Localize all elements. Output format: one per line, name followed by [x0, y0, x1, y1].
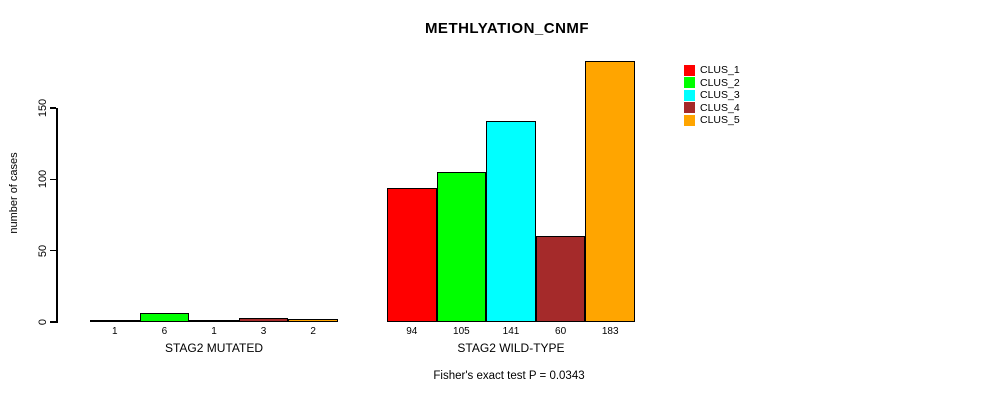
legend-swatch — [684, 114, 695, 126]
y-tick — [50, 178, 56, 181]
group-label: STAG2 WILD-TYPE — [457, 341, 565, 355]
bar-clus_1 — [387, 187, 437, 322]
bar-value-label: 2 — [310, 326, 316, 337]
y-tick — [50, 107, 56, 109]
legend: CLUS_1 CLUS_2 CLUS_3 CLUS_4 CLUS_5 — [684, 64, 740, 127]
y-tick-label: 0 — [37, 318, 49, 326]
bar-clus_3 — [189, 320, 239, 322]
legend-label: CLUS_3 — [700, 89, 740, 101]
y-tick-label: 50 — [37, 244, 49, 257]
legend-item-clus_1: CLUS_1 — [684, 64, 740, 77]
legend-label: CLUS_1 — [700, 64, 740, 76]
y-axis-label: number of cases — [8, 152, 20, 234]
legend-swatch — [684, 64, 695, 76]
bar-value-label: 141 — [502, 326, 520, 337]
legend-item-clus_2: CLUS_2 — [684, 77, 740, 90]
legend-label: CLUS_5 — [700, 114, 740, 126]
bar-clus_2 — [139, 313, 190, 322]
bar-clus_4 — [535, 236, 586, 322]
legend-swatch — [684, 89, 695, 101]
bar-clus_5 — [288, 319, 338, 322]
bar-value-label: 94 — [406, 326, 418, 337]
bar-value-label: 183 — [601, 326, 619, 337]
bar-value-row: 94 105 141 60 183 — [387, 326, 635, 337]
legend-label: CLUS_2 — [700, 76, 740, 89]
legend-item-clus_3: CLUS_3 — [684, 89, 740, 102]
legend-item-clus_5: CLUS_5 — [684, 114, 740, 127]
chart-title: METHLYATION_CNMF — [424, 20, 590, 37]
bar-value-label: 60 — [555, 326, 567, 337]
bar-value-row: 1 6 1 3 2 — [90, 326, 338, 337]
legend-swatch — [684, 77, 695, 89]
legend-swatch — [684, 102, 695, 114]
bar-value-label: 6 — [161, 326, 168, 337]
bar-clus_1 — [90, 320, 140, 322]
bar-clus_2 — [436, 172, 487, 322]
bar-clus_3 — [486, 120, 536, 322]
bar-value-label: 105 — [453, 326, 470, 337]
bar-value-label: 3 — [260, 326, 267, 337]
y-tick-label: 150 — [37, 98, 49, 118]
bar-group-stag2-mutated — [90, 0, 338, 322]
bar-value-label: 1 — [211, 326, 217, 337]
y-tick — [50, 321, 56, 323]
bar-group-stag2-wild-type — [387, 0, 635, 322]
y-axis-line — [56, 108, 58, 323]
legend-label: CLUS_4 — [700, 101, 740, 114]
bar-value-label: 1 — [112, 326, 118, 337]
bar-clus_4 — [238, 317, 289, 322]
footer-note: Fisher's exact test P = 0.0343 — [433, 370, 585, 382]
group-label: STAG2 MUTATED — [164, 341, 263, 355]
y-tick-label: 100 — [37, 170, 49, 189]
legend-item-clus_4: CLUS_4 — [684, 102, 740, 115]
bar-clus_5 — [585, 61, 635, 322]
y-tick — [50, 249, 56, 252]
